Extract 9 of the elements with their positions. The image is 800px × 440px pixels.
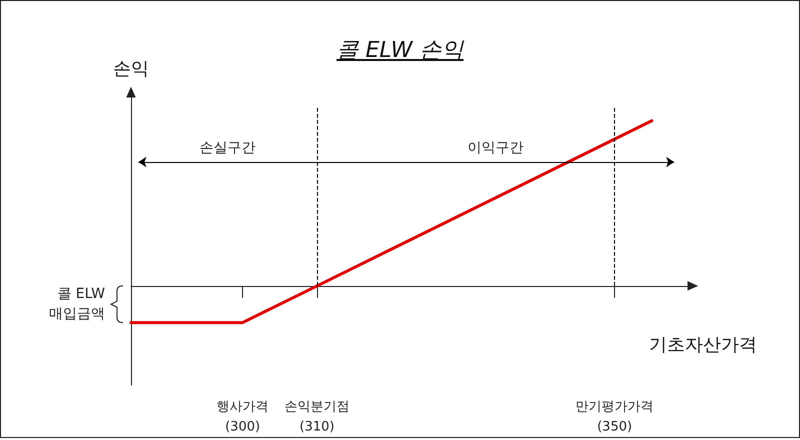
x-tick-label: 만기평가가격 (350): [576, 400, 654, 434]
y-axis-title: 손익: [113, 58, 149, 80]
text: 콜 ELW 매입금액: [49, 286, 106, 322]
chart-title: 콜 ELW 손익: [336, 38, 464, 63]
x-tick-label: 손익분기점 (310): [284, 400, 350, 434]
x-axis-title: 기초자산가격: [649, 334, 757, 356]
annotation: 손실구간: [200, 140, 256, 156]
x-tick-label: 행사가격 (300): [216, 400, 269, 434]
annotation: 이익구간: [468, 140, 524, 156]
